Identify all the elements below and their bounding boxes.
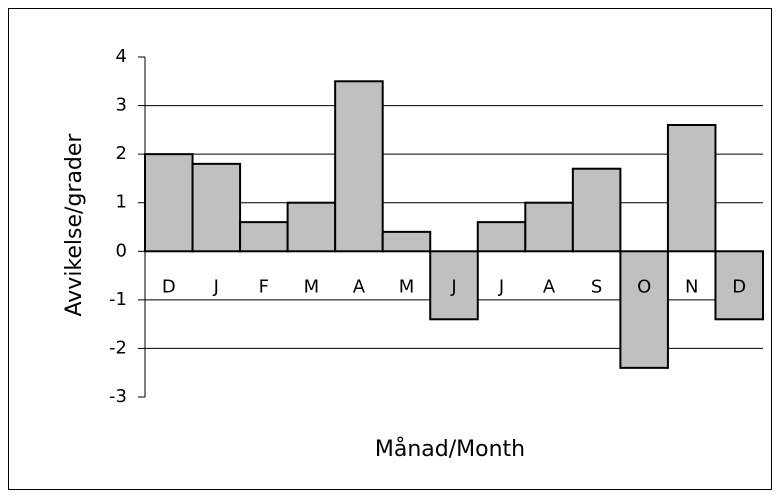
x-tick-label: F <box>259 276 269 297</box>
x-tick-label: D <box>162 276 176 297</box>
x-tick-label: M <box>304 276 320 297</box>
bar <box>334 80 384 253</box>
y-tick-label: 3 <box>116 95 127 116</box>
x-tick-label: A <box>353 276 366 297</box>
bar <box>381 230 432 253</box>
y-tick-label: 4 <box>116 46 127 67</box>
y-tick-label: -2 <box>109 337 127 358</box>
y-axis-label: Avvikelse/grader <box>62 133 87 317</box>
bar <box>239 221 289 253</box>
x-tick-label: S <box>591 276 602 297</box>
x-tick-label: J <box>450 276 456 297</box>
y-tick-label: -1 <box>109 289 127 310</box>
bar <box>429 250 479 321</box>
bar <box>714 250 765 321</box>
bar <box>666 124 717 253</box>
y-tick-label: -3 <box>109 386 127 407</box>
y-tick-label: 1 <box>116 192 127 213</box>
bar <box>524 201 574 253</box>
x-axis-label: Månad/Month <box>375 436 525 462</box>
x-tick-label: N <box>685 276 698 297</box>
y-tick-label: 2 <box>116 143 127 164</box>
y-tick-label: 0 <box>116 240 127 261</box>
bar <box>619 250 669 369</box>
bar <box>286 201 337 253</box>
bar <box>571 167 622 253</box>
bar <box>191 162 242 253</box>
x-tick-label: A <box>543 276 556 297</box>
x-tick-label: M <box>399 276 415 297</box>
bar <box>476 221 527 253</box>
x-tick-label: D <box>732 276 746 297</box>
x-tick-label: O <box>637 276 651 297</box>
x-tick-label: J <box>213 276 219 297</box>
bar <box>144 153 194 253</box>
x-tick-label: J <box>498 276 504 297</box>
